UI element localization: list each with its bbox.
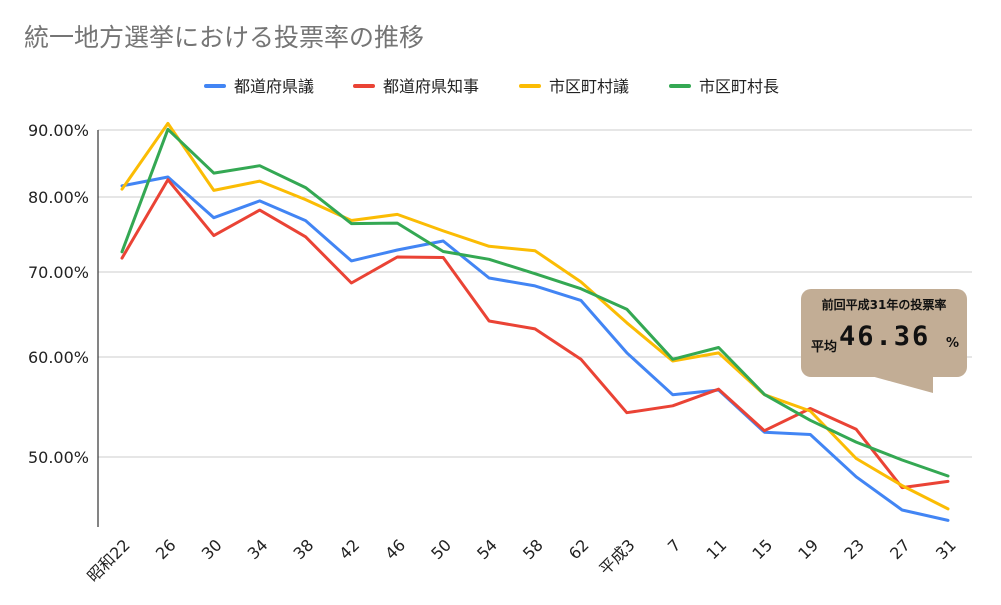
callout-heading: 前回平成31年の投票率 <box>821 298 947 312</box>
series-line-都道府県議 <box>120 175 950 522</box>
x-tick-label: 34 <box>244 535 272 563</box>
callout-pointer <box>871 376 933 393</box>
x-tick-label: 54 <box>473 535 501 563</box>
x-tick-label: 11 <box>703 535 731 563</box>
x-tick-label: 50 <box>427 535 455 563</box>
x-tick-label: 46 <box>381 535 409 563</box>
x-tick-label: 23 <box>840 535 868 563</box>
x-tick-label: 42 <box>335 535 363 563</box>
legend-label: 市区町村議 <box>549 77 629 96</box>
series-lines <box>120 121 950 522</box>
y-tick-label: 60.00% <box>28 348 89 367</box>
x-tick-label: 7 <box>664 535 685 556</box>
x-tick-label: 19 <box>794 535 822 563</box>
x-tick-label: 30 <box>198 535 226 563</box>
series-line-都道府県知事 <box>120 178 950 490</box>
callout-unit: % <box>946 336 960 351</box>
legend-label: 市区町村長 <box>699 77 779 96</box>
x-tick-label: 58 <box>519 535 547 563</box>
chart-title: 統一地方選挙における投票率の推移 <box>24 23 424 52</box>
y-tick-label: 50.00% <box>28 448 89 467</box>
y-tick-label: 70.00% <box>28 263 89 282</box>
y-tick-label: 90.00% <box>28 121 89 140</box>
x-tick-label: 27 <box>886 535 914 563</box>
x-tick-label: 平成3 <box>595 535 638 578</box>
series-line-市区町村議 <box>120 121 950 511</box>
callout-label: 平均 <box>811 340 838 355</box>
x-tick-label: 31 <box>932 535 960 563</box>
x-axis-ticks: 昭和22 26 30 34 38 42 46 50 54 58 62 平成3 7 11 15 19 23 27 31 <box>83 535 959 585</box>
legend-label: 都道府県知事 <box>383 77 479 96</box>
y-axis-ticks: 90.00% 80.00% 70.00% 60.00% 50.00% <box>28 121 89 467</box>
legend-label: 都道府県議 <box>234 77 314 96</box>
x-tick-label: 38 <box>290 535 318 563</box>
x-tick-label: 15 <box>748 535 776 563</box>
y-tick-label: 80.00% <box>28 188 89 207</box>
series-line-市区町村長 <box>120 127 950 478</box>
x-tick-label: 昭和22 <box>83 535 133 585</box>
x-tick-label: 26 <box>152 535 180 563</box>
callout-value: 46.36 <box>839 321 931 352</box>
x-tick-label: 62 <box>565 535 593 563</box>
legend: 都道府県議 都道府県知事 市区町村議 市区町村長 <box>204 77 779 96</box>
average-turnout-callout: 前回平成31年の投票率 平均 46.36 % <box>801 289 967 377</box>
